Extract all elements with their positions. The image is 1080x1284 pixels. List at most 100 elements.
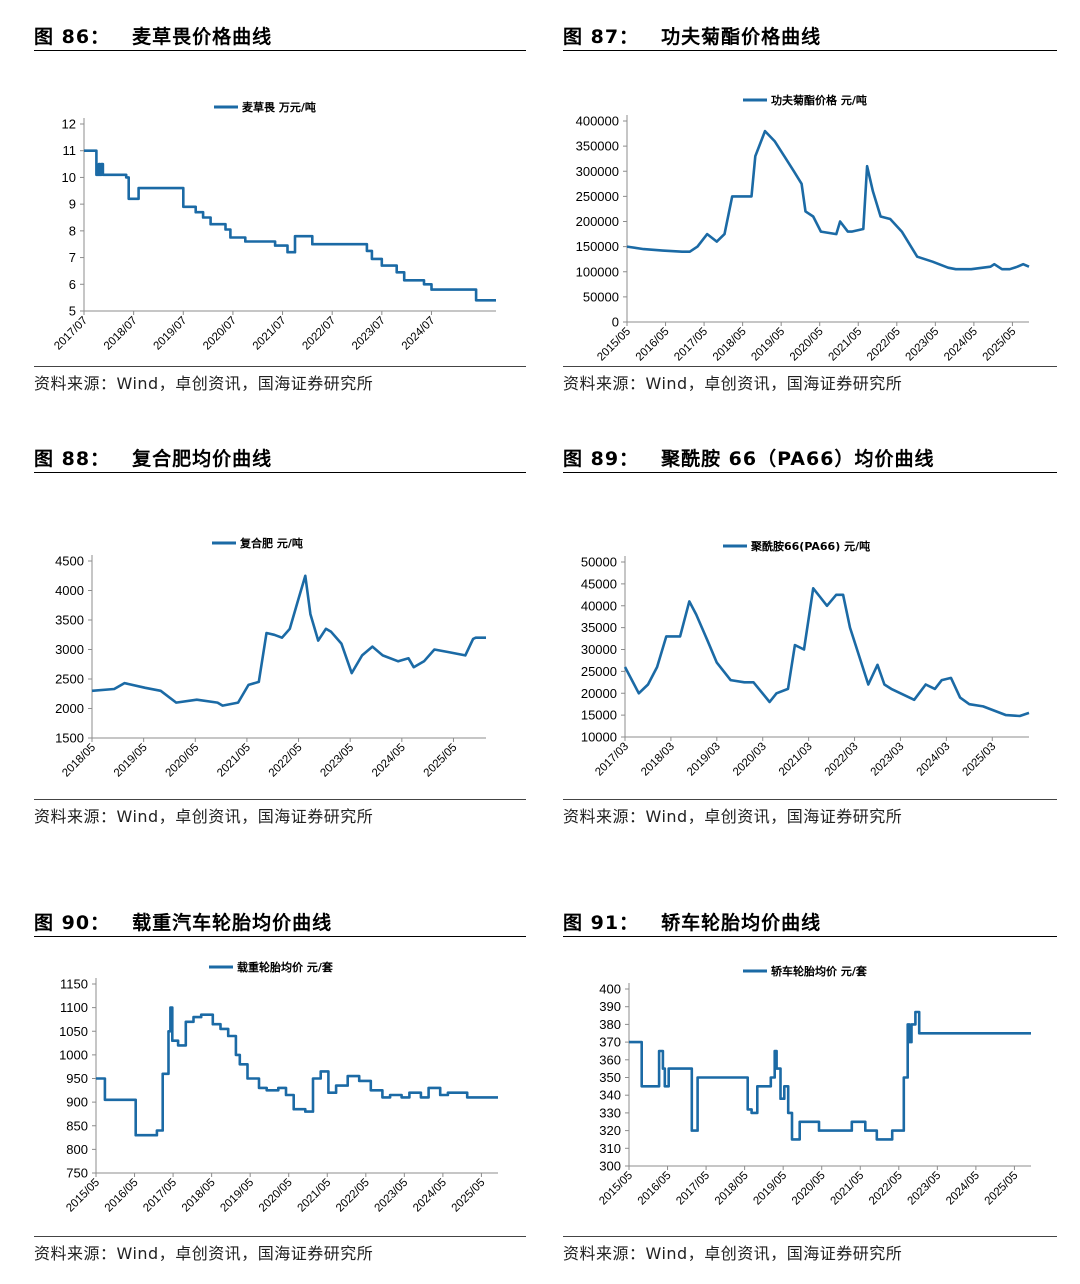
- x-tick-label: 2021/05: [826, 326, 864, 364]
- y-tick-label: 2500: [55, 672, 84, 687]
- y-tick-label: 390: [599, 999, 621, 1014]
- y-tick-label: 330: [599, 1105, 621, 1120]
- x-tick-label: 2018/07: [102, 315, 140, 353]
- x-tick-label: 2025/05: [981, 326, 1019, 364]
- y-tick-label: 15000: [581, 708, 617, 723]
- figure-panel-86: 图 86： 麦草畏价格曲线 麦草畏 万元/吨 5 6 7 8 9 10 11 12 2017/07 2…: [34, 22, 526, 402]
- source-note: 资料来源：Wind，卓创资讯，国海证券研究所: [563, 374, 903, 393]
- title-rule: [34, 472, 526, 473]
- source-rule: [563, 1236, 1057, 1237]
- x-tick-label: 2022/07: [300, 315, 338, 353]
- x-tick-label: 2025/05: [983, 1170, 1021, 1208]
- x-tick-label: 2017/05: [674, 1170, 712, 1208]
- x-tick-label: 2023/05: [318, 742, 356, 780]
- x-tick-label: 2024/07: [400, 315, 438, 353]
- source-rule: [563, 799, 1057, 800]
- x-tick-label: 2017/07: [52, 315, 90, 353]
- x-tick-label: 2024/05: [942, 326, 980, 364]
- y-tick-label: 320: [599, 1123, 621, 1138]
- figure-title: 图 89： 聚酰胺 66（PA66）均价曲线: [563, 444, 934, 471]
- y-tick-label: 40000: [581, 598, 617, 613]
- y-tick-label: 30000: [581, 642, 617, 657]
- x-tick-label: 2021/05: [295, 1177, 333, 1215]
- x-tick-label: 2024/05: [944, 1170, 982, 1208]
- x-tick-label: 2019/05: [751, 1170, 789, 1208]
- legend-label: 聚酰胺66(PA66) 元/吨: [750, 539, 870, 553]
- legend-label: 载重轮胎均价 元/套: [237, 960, 334, 974]
- x-tick-label: 2023/07: [350, 315, 388, 353]
- series-line: [96, 1006, 498, 1137]
- y-tick-label: 5: [69, 304, 76, 319]
- x-tick-label: 2021/07: [251, 315, 289, 353]
- x-tick-label: 2015/05: [595, 326, 633, 364]
- figure-title: 图 90： 载重汽车轮胎均价曲线: [34, 908, 332, 935]
- y-tick-label: 370: [599, 1035, 621, 1050]
- y-tick-label: 1050: [59, 1024, 88, 1039]
- y-tick-label: 250000: [576, 189, 619, 204]
- series-line: [629, 1010, 1031, 1141]
- source-rule: [34, 1236, 526, 1237]
- y-tick-label: 3500: [55, 613, 84, 628]
- x-tick-label: 2024/03: [915, 741, 953, 779]
- x-tick-label: 2019/07: [152, 315, 190, 353]
- x-tick-label: 2024/05: [370, 742, 408, 780]
- chart-91: 轿车轮胎均价 元/套 300 310 320 330 340 350 360 370 380 390…: [597, 964, 1031, 1208]
- figure-caption: 聚酰胺 66（PA66）均价曲线: [661, 448, 935, 470]
- figure-number: 图 87：: [563, 26, 640, 48]
- y-tick-label: 4000: [55, 583, 84, 598]
- x-tick-label: 2022/05: [334, 1177, 372, 1215]
- x-tick-label: 2020/05: [257, 1177, 295, 1215]
- chart-90: 载重轮胎均价 元/套 750 800 850 900 950 1000 1050 1100 115…: [59, 960, 498, 1215]
- figure-panel-90: 图 90： 载重汽车轮胎均价曲线 载重轮胎均价 元/套 750 800 850 900 95…: [34, 908, 526, 1278]
- x-tick-label: 2022/05: [867, 1170, 905, 1208]
- y-tick-label: 10000: [581, 730, 617, 745]
- x-tick-label: 2019/05: [112, 742, 150, 780]
- y-tick-label: 750: [66, 1166, 88, 1181]
- x-tick-label: 2020/05: [164, 742, 202, 780]
- x-tick-label: 2018/05: [180, 1177, 218, 1215]
- y-tick-label: 4500: [55, 554, 84, 569]
- y-tick-label: 400: [599, 982, 621, 997]
- x-tick-label: 2019/05: [218, 1177, 256, 1215]
- figure-number: 图 90：: [34, 912, 111, 934]
- y-tick-label: 200000: [576, 214, 619, 229]
- source-note: 资料来源：Wind，卓创资讯，国海证券研究所: [563, 807, 903, 826]
- chart-89: 聚酰胺66(PA66) 元/吨 10000 15000 20000 25000 30000…: [581, 539, 1030, 779]
- y-tick-label: 20000: [581, 686, 617, 701]
- figure-number: 图 89：: [563, 448, 640, 470]
- chart-87: 功夫菊酯价格 元/吨 0 50000 100000 150000 200000 250000…: [576, 93, 1030, 364]
- source-rule: [34, 799, 526, 800]
- y-tick-label: 400000: [576, 114, 619, 129]
- y-tick-label: 6: [69, 277, 76, 292]
- y-tick-label: 350000: [576, 139, 619, 154]
- figure-panel-91: 图 91： 轿车轮胎均价曲线 轿车轮胎均价 元/套 300 310 320 330 340 3…: [563, 908, 1057, 1278]
- figure-caption: 功夫菊酯价格曲线: [661, 26, 822, 48]
- x-tick-label: 2023/05: [904, 326, 942, 364]
- series-line: [623, 587, 1030, 718]
- series-line: [91, 574, 486, 707]
- legend-label: 麦草畏 万元/吨: [242, 100, 316, 114]
- figure-caption: 复合肥均价曲线: [132, 448, 273, 470]
- x-tick-label: 2022/05: [267, 742, 305, 780]
- y-tick-label: 1000: [59, 1047, 88, 1062]
- figure-title: 图 87： 功夫菊酯价格曲线: [563, 22, 821, 49]
- y-tick-label: 300: [599, 1159, 621, 1174]
- x-tick-label: 2017/05: [672, 326, 710, 364]
- y-tick-label: 12: [62, 117, 76, 132]
- y-tick-label: 7: [69, 250, 76, 265]
- y-tick-label: 1500: [55, 731, 84, 746]
- y-tick-label: 950: [66, 1071, 88, 1086]
- source-note: 资料来源：Wind，卓创资讯，国海证券研究所: [34, 1244, 374, 1263]
- source-note: 资料来源：Wind，卓创资讯，国海证券研究所: [34, 807, 374, 826]
- title-rule: [563, 472, 1057, 473]
- figure-title: 图 86： 麦草畏价格曲线: [34, 22, 272, 49]
- x-tick-label: 2015/05: [64, 1177, 102, 1215]
- x-tick-label: 2018/05: [713, 1170, 751, 1208]
- x-tick-label: 2018/03: [639, 741, 677, 779]
- x-tick-label: 2015/05: [597, 1170, 635, 1208]
- chart-86: 麦草畏 万元/吨 5 6 7 8 9 10 11 12 2017/07 2018/07 2019/07…: [52, 100, 496, 353]
- figure-caption: 载重汽车轮胎均价曲线: [132, 912, 333, 934]
- y-tick-label: 45000: [581, 576, 617, 591]
- x-tick-label: 2025/03: [961, 741, 999, 779]
- y-tick-label: 310: [599, 1141, 621, 1156]
